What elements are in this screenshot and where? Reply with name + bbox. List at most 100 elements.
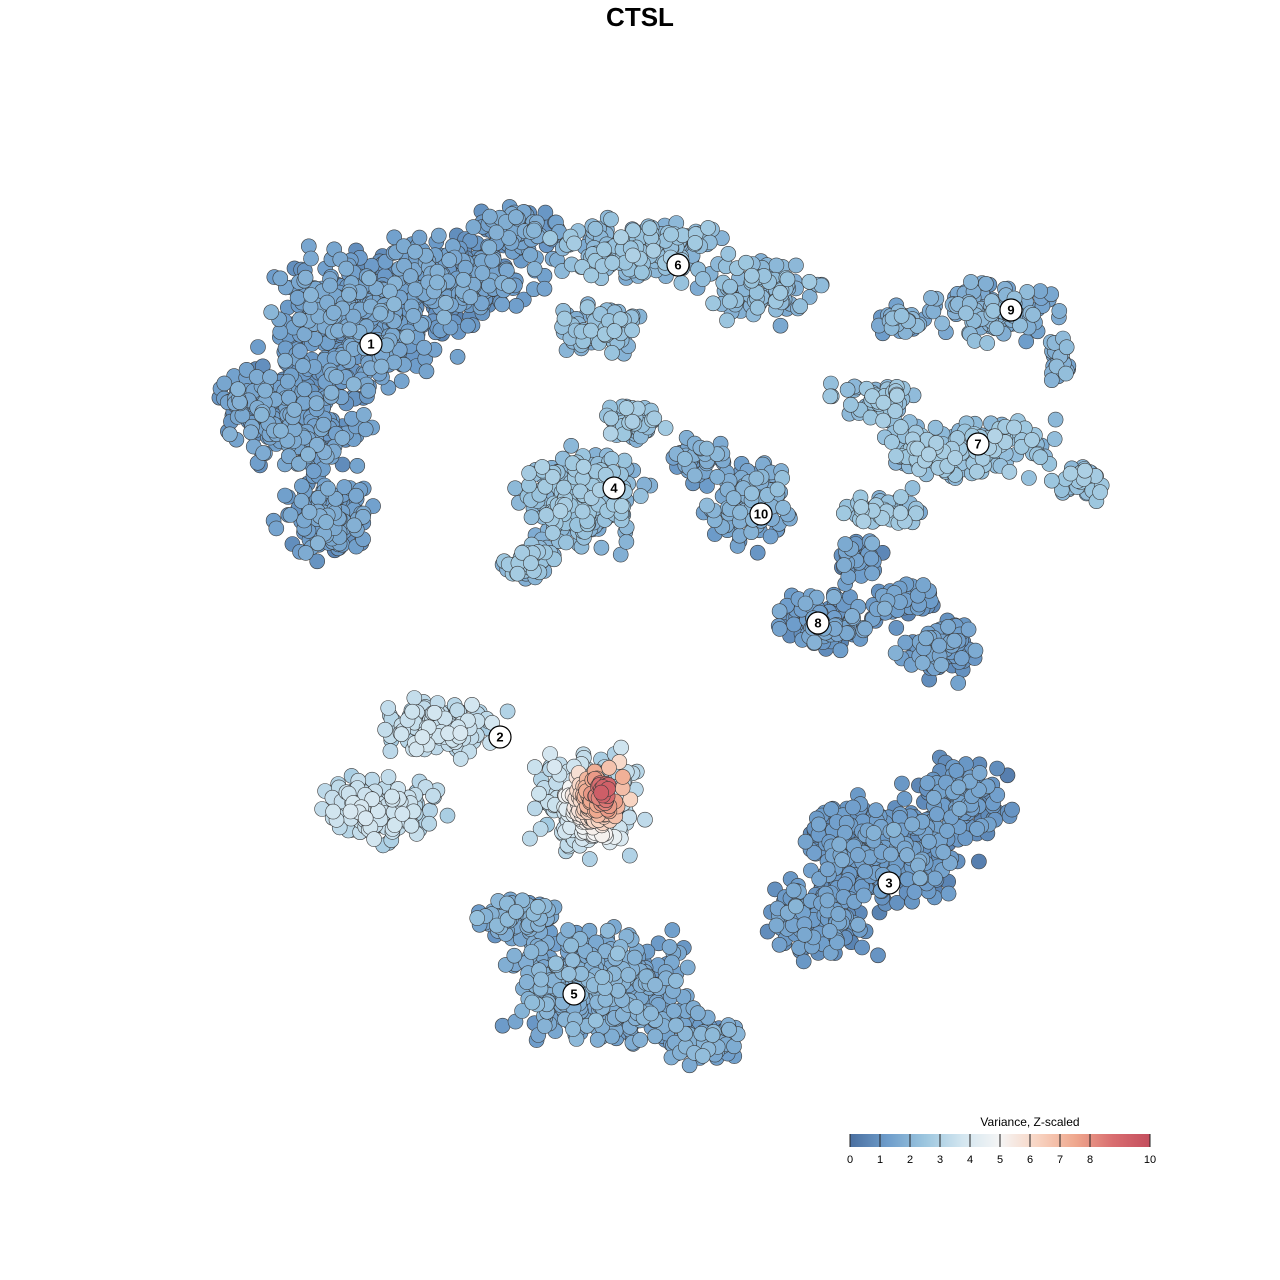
data-point <box>626 949 643 966</box>
data-point <box>231 394 248 411</box>
data-point <box>345 376 362 393</box>
data-point <box>547 955 564 972</box>
data-point <box>481 239 498 256</box>
data-point <box>508 297 525 314</box>
data-point <box>407 243 423 260</box>
data-point <box>346 517 363 534</box>
data-point <box>810 816 827 833</box>
data-point <box>297 545 314 561</box>
data-point <box>469 910 486 926</box>
data-point <box>855 513 872 530</box>
data-point <box>289 289 306 306</box>
data-point <box>262 369 278 386</box>
data-point <box>277 487 293 504</box>
data-point <box>322 277 338 294</box>
data-point <box>837 536 854 552</box>
data-point <box>887 645 904 661</box>
data-point <box>786 616 802 633</box>
data-point <box>508 903 524 920</box>
data-point <box>529 899 546 915</box>
data-point <box>300 446 316 463</box>
data-point <box>632 1032 649 1048</box>
data-point <box>407 281 424 298</box>
data-point <box>320 480 336 497</box>
data-point <box>772 317 789 334</box>
data-point <box>405 308 422 324</box>
data-point <box>699 497 715 514</box>
data-point <box>1077 462 1093 479</box>
data-point <box>940 618 956 635</box>
data-point <box>518 974 535 990</box>
data-point <box>536 1018 553 1034</box>
data-point <box>421 815 437 832</box>
data-point <box>609 945 626 962</box>
data-point <box>769 481 786 498</box>
data-point <box>1018 333 1034 350</box>
data-point <box>348 487 364 504</box>
data-point <box>1032 283 1048 299</box>
data-point <box>526 222 542 239</box>
data-point <box>222 426 238 443</box>
data-point <box>855 887 872 904</box>
data-point <box>373 358 390 375</box>
data-point <box>797 595 814 612</box>
data-point <box>481 208 498 225</box>
data-point <box>230 381 246 398</box>
data-point <box>294 478 310 494</box>
data-point <box>722 278 738 295</box>
data-point <box>694 271 711 287</box>
data-point <box>864 565 881 582</box>
data-point <box>436 309 452 326</box>
data-point <box>704 1027 721 1043</box>
data-point <box>494 296 510 313</box>
data-point <box>603 451 620 467</box>
data-point <box>382 743 399 759</box>
data-point <box>560 966 577 982</box>
data-point <box>563 437 580 454</box>
data-point <box>610 982 626 999</box>
chart-title: CTSL <box>606 2 674 32</box>
data-point <box>286 401 303 418</box>
data-point <box>797 833 814 850</box>
data-point <box>418 363 435 380</box>
data-point <box>575 458 592 475</box>
data-point <box>488 224 505 241</box>
data-point <box>771 603 788 620</box>
data-point <box>906 884 923 900</box>
data-point <box>743 267 760 284</box>
data-point <box>987 428 1003 445</box>
data-point <box>698 440 715 457</box>
data-point <box>624 413 641 430</box>
data-point <box>1062 465 1079 482</box>
data-point <box>328 369 345 385</box>
data-point <box>923 290 939 306</box>
data-point <box>474 265 491 281</box>
data-point <box>341 286 357 303</box>
data-point <box>705 295 721 312</box>
data-point <box>779 271 796 288</box>
data-point <box>719 312 735 329</box>
data-point <box>613 498 630 514</box>
data-point <box>931 637 948 654</box>
data-point <box>257 382 273 399</box>
data-point <box>643 1005 659 1022</box>
data-point <box>279 373 296 390</box>
data-point <box>641 220 658 236</box>
data-point <box>904 816 921 833</box>
data-point <box>796 926 813 943</box>
data-point <box>521 465 537 481</box>
data-point <box>978 275 994 292</box>
data-point <box>455 271 472 288</box>
data-point <box>399 328 416 345</box>
data-point <box>465 219 482 235</box>
data-point <box>526 261 543 277</box>
data-point <box>523 509 540 526</box>
data-point <box>616 452 633 469</box>
data-point <box>768 257 785 274</box>
data-point <box>618 400 635 416</box>
data-point <box>940 885 957 902</box>
data-point <box>771 621 788 637</box>
data-point <box>646 410 663 427</box>
data-point <box>673 275 690 291</box>
data-point <box>939 822 955 839</box>
